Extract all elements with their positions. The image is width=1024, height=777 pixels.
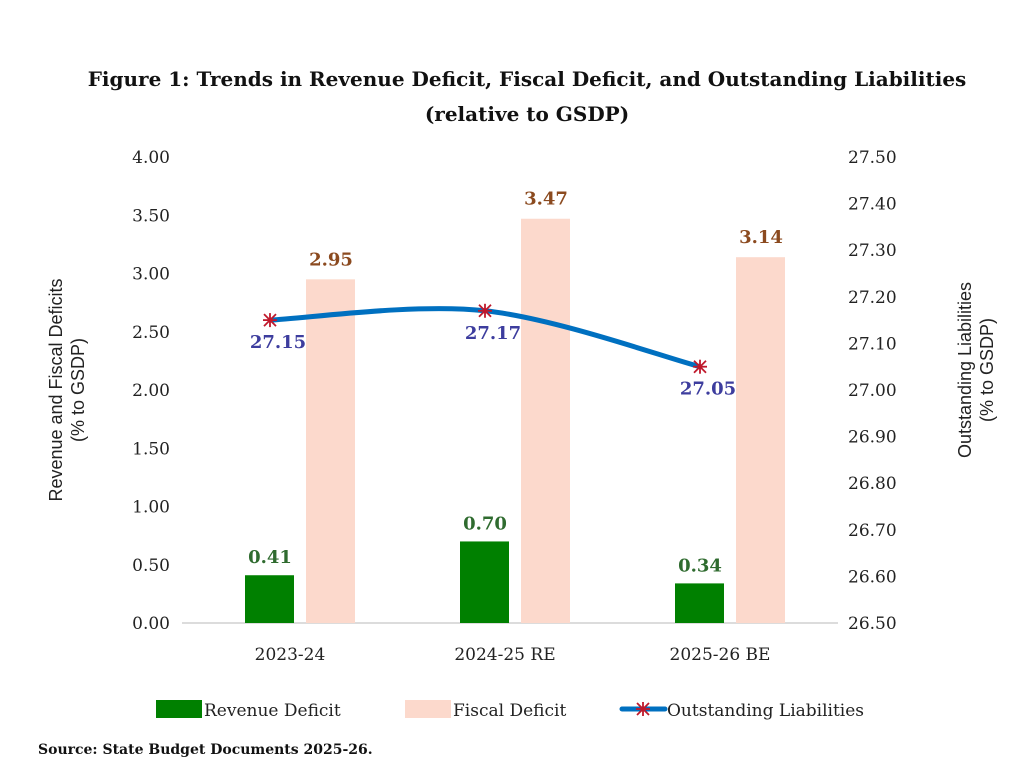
right-tick-label: 27.10: [848, 334, 897, 354]
marker-outstanding-liabilities: [693, 359, 707, 374]
marker-outstanding-liabilities: [263, 313, 277, 328]
marker-outstanding-liabilities: [478, 303, 492, 318]
data-label-fiscal-deficit: 2.95: [309, 249, 353, 270]
category-label: 2025-26 BE: [670, 645, 771, 665]
category-label: 2024-25 RE: [454, 645, 555, 665]
left-tick-label: 2.50: [132, 323, 170, 343]
left-tick-label: 3.00: [132, 265, 170, 285]
right-tick-label: 26.80: [848, 474, 897, 494]
legend-marker-icon: [636, 702, 650, 716]
legend-swatch-revenue-deficit: [156, 700, 202, 718]
data-label-fiscal-deficit: 3.14: [739, 227, 783, 248]
left-tick-label: 4.00: [132, 148, 170, 168]
left-axis-subtitle: (% to GSDP): [68, 338, 88, 442]
left-tick-label: 2.00: [132, 381, 170, 401]
right-tick-label: 26.50: [848, 614, 897, 634]
data-label-outstanding-liabilities: 27.15: [250, 332, 306, 353]
bar-fiscal-deficit: [306, 279, 355, 623]
right-tick-label: 26.70: [848, 521, 897, 541]
bar-revenue-deficit: [460, 541, 509, 623]
right-tick-label: 26.60: [848, 567, 897, 587]
category-labels: 2023-24 2024-25 RE 2025-26 BE: [255, 645, 771, 665]
chart-title: Figure 1: Trends in Revenue Deficit, Fis…: [88, 67, 967, 91]
data-label-revenue-deficit: 0.34: [678, 555, 722, 576]
legend-label-outstanding-liabilities: Outstanding Liabilities: [667, 701, 864, 721]
source-note: Source: State Budget Documents 2025-26.: [38, 742, 373, 758]
right-axis-title: Outstanding Liabilities: [955, 282, 975, 458]
right-tick-label: 27.20: [848, 288, 897, 308]
legend-star-marker: [636, 702, 650, 716]
right-tick-label: 27.50: [848, 148, 897, 168]
left-tick-label: 1.00: [132, 498, 170, 518]
bars: 0.41 2.95 0.70 3.47 0.34 3.14: [245, 189, 785, 623]
bar-revenue-deficit: [675, 583, 724, 623]
legend: Revenue Deficit Fiscal Deficit Outstandi…: [156, 700, 864, 721]
left-tick-label: 3.50: [132, 206, 170, 226]
bar-fiscal-deficit: [736, 257, 785, 623]
data-label-revenue-deficit: 0.41: [248, 547, 292, 568]
bar-fiscal-deficit: [521, 218, 570, 623]
data-label-fiscal-deficit: 3.47: [524, 189, 568, 210]
right-axis-subtitle: (% to GSDP): [977, 318, 997, 422]
right-axis: 26.50 26.60 26.70 26.80 26.90 27.00 27.10 27.20…: [848, 148, 897, 634]
bar-revenue-deficit: [245, 575, 294, 623]
category-label: 2023-24: [255, 645, 326, 665]
left-tick-label: 0.50: [132, 556, 170, 576]
left-axis-title: Revenue and Fiscal Deficits: [46, 278, 66, 501]
liabilities-line: 27.15 27.17 27.05: [250, 303, 736, 400]
data-label-outstanding-liabilities: 27.05: [680, 379, 736, 400]
legend-label-fiscal-deficit: Fiscal Deficit: [453, 701, 566, 721]
left-tick-label: 0.00: [132, 614, 170, 634]
right-tick-label: 27.40: [848, 195, 897, 215]
legend-label-revenue-deficit: Revenue Deficit: [204, 701, 341, 721]
left-tick-label: 1.50: [132, 439, 170, 459]
left-axis: 0.00 0.50 1.00 1.50 2.00 2.50 3.00 3.50 4.00: [132, 148, 170, 634]
right-tick-label: 27.30: [848, 241, 897, 261]
data-label-revenue-deficit: 0.70: [463, 513, 507, 534]
legend-swatch-fiscal-deficit: [405, 700, 451, 718]
data-label-outstanding-liabilities: 27.17: [465, 323, 521, 344]
right-tick-label: 26.90: [848, 428, 897, 448]
chart-subtitle: (relative to GSDP): [425, 102, 629, 126]
right-tick-label: 27.00: [848, 381, 897, 401]
